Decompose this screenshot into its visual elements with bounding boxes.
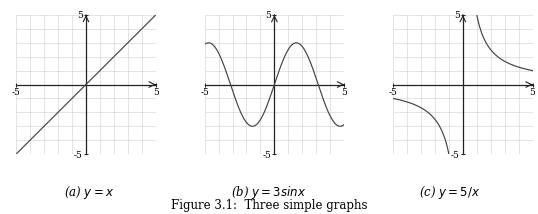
Text: (b) $y = 3sinx$: (b) $y = 3sinx$	[231, 184, 307, 201]
Text: (a) $y = x$: (a) $y = x$	[63, 184, 114, 201]
Text: (c) $y = 5/x$: (c) $y = 5/x$	[419, 184, 480, 201]
Text: Figure 3.1:  Three simple graphs: Figure 3.1: Three simple graphs	[171, 199, 367, 212]
